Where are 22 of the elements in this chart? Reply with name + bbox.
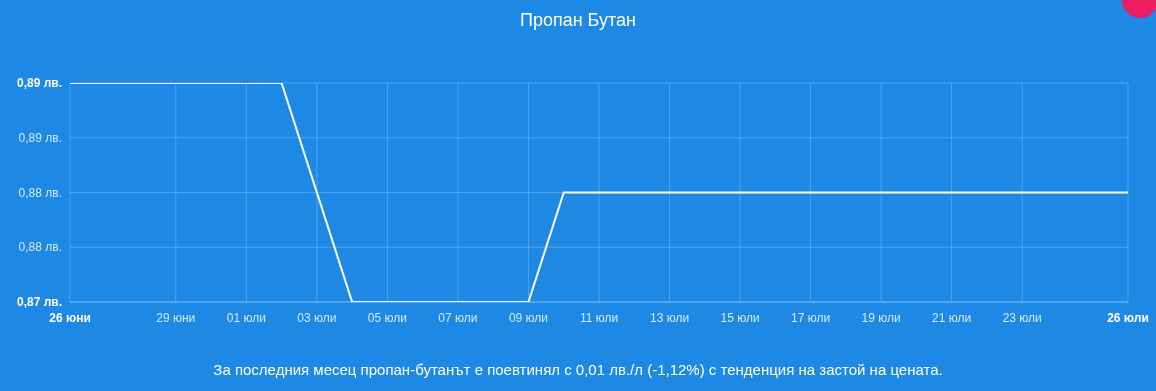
- x-tick-label: 13 юли: [649, 311, 690, 325]
- y-tick-label: 0,89 лв.: [18, 130, 62, 145]
- x-tick-label: 19 юли: [861, 311, 901, 325]
- x-tick-label: 29 юни: [156, 311, 196, 325]
- x-tick-label: 23 юли: [1002, 311, 1042, 325]
- x-tick-label: 26 юли: [1107, 311, 1149, 325]
- x-tick-label: 01 юли: [226, 311, 266, 325]
- y-tick-label: 0,87 лв.: [16, 295, 62, 309]
- chart-title: Пропан Бутан: [518, 10, 638, 31]
- x-tick-label: 26 юни: [49, 311, 91, 325]
- y-tick-label: 0,89 лв.: [16, 76, 62, 90]
- x-tick-label: 09 юли: [508, 311, 549, 325]
- x-tick-label: 05 юли: [367, 311, 407, 325]
- x-tick-label: 11 юли: [579, 311, 619, 325]
- y-tick-label: 0,88 лв.: [18, 240, 62, 255]
- x-tick-label: 21 юли: [932, 311, 972, 325]
- y-tick-label: 0,88 лв.: [18, 185, 62, 200]
- x-tick-label: 07 юли: [438, 311, 478, 325]
- x-tick-label: 03 юли: [297, 311, 337, 325]
- x-tick-label: 17 юли: [791, 311, 831, 325]
- text: За последния месец пропан-бутанът е поевтинял с 0,01 лв./л (-1,12%) с тенденция на застой на цената.: [212, 361, 944, 378]
- x-tick-label: 15 юли: [720, 311, 760, 325]
